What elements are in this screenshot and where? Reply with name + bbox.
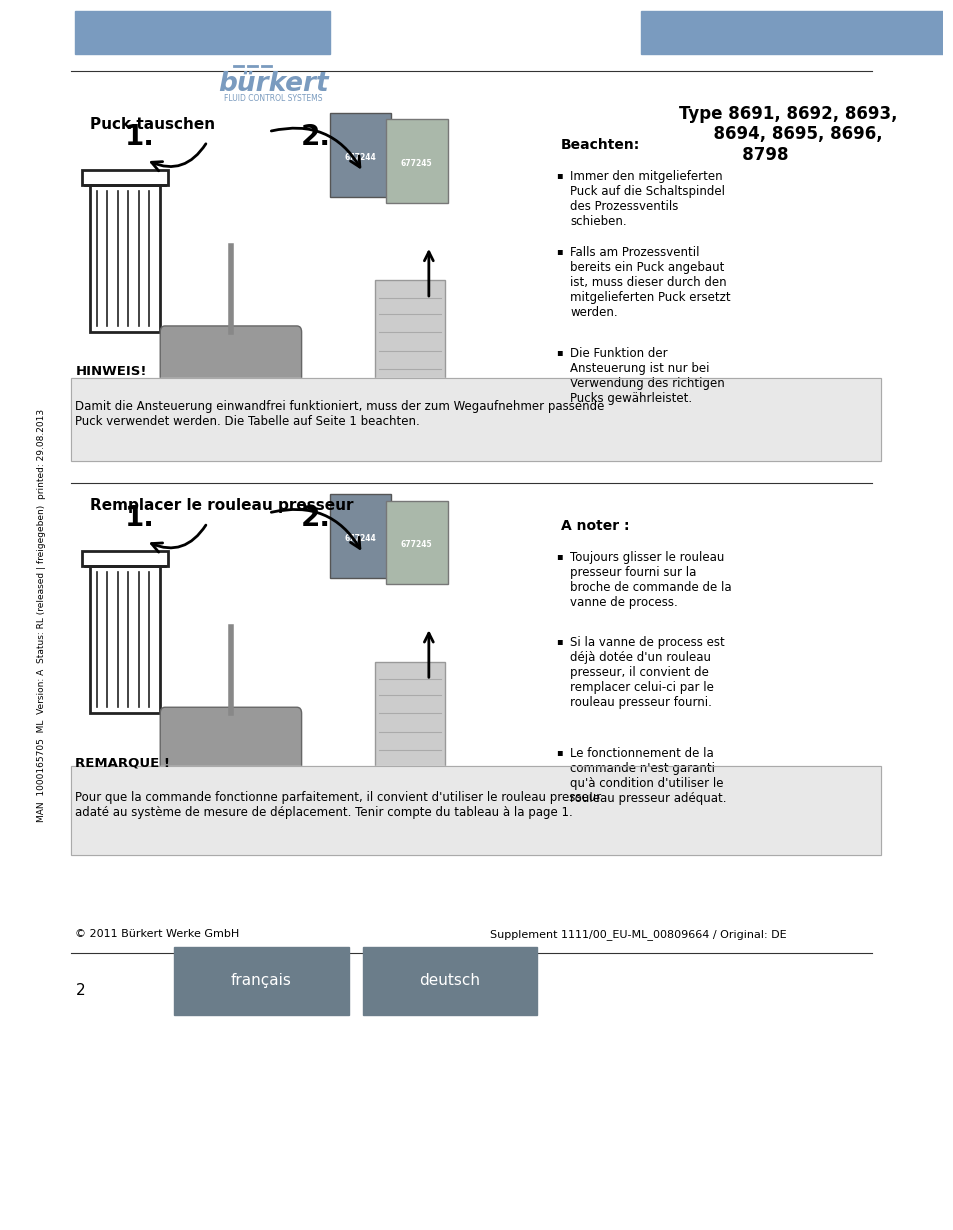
Text: Le fonctionnement de la
commande n'est garanti
qu'à condition d'utiliser le
roul: Le fonctionnement de la commande n'est g…	[570, 747, 726, 804]
Text: 2.: 2.	[300, 123, 331, 151]
FancyArrowPatch shape	[271, 128, 359, 167]
Text: A noter :: A noter :	[560, 519, 629, 533]
FancyBboxPatch shape	[330, 113, 391, 197]
Bar	[71, 766, 881, 855]
FancyBboxPatch shape	[330, 494, 391, 578]
Text: deutsch: deutsch	[418, 973, 479, 989]
Text: MAN  1000165705  ML  Version: A  Status: RL (released | freigegeben)  printed: 2: MAN 1000165705 ML Version: A Status: RL …	[37, 408, 46, 822]
Text: 1.: 1.	[125, 504, 154, 533]
Bar	[75, 11, 330, 54]
Text: ▪: ▪	[556, 747, 562, 756]
Text: français: français	[231, 973, 292, 989]
Text: Immer den mitgelieferten
Puck auf die Schaltspindel
des Prozessventils
schieben.: Immer den mitgelieferten Puck auf die Sc…	[570, 170, 724, 228]
Text: 677245: 677245	[400, 159, 432, 169]
Ellipse shape	[212, 330, 250, 348]
Text: Type 8691, 8692, 8693,
      8694, 8695, 8696,
           8798: Type 8691, 8692, 8693, 8694, 8695, 8696,…	[678, 105, 896, 164]
FancyBboxPatch shape	[160, 326, 301, 455]
Text: bürkert: bürkert	[218, 70, 328, 97]
Text: Si la vanne de process est
déjà dotée d'un rouleau
presseur, il convient de
remp: Si la vanne de process est déjà dotée d'…	[570, 636, 724, 708]
Text: © 2011 Bürkert Werke GmbH: © 2011 Bürkert Werke GmbH	[75, 929, 239, 938]
Text: Damit die Ansteuerung einwandfrei funktioniert, muss der zum Wegaufnehmer passen: Damit die Ansteuerung einwandfrei funkti…	[75, 400, 604, 428]
Text: Remplacer le rouleau presseur: Remplacer le rouleau presseur	[90, 498, 353, 513]
Ellipse shape	[212, 711, 250, 729]
FancyArrowPatch shape	[424, 252, 433, 296]
FancyBboxPatch shape	[386, 119, 447, 203]
Text: 2: 2	[75, 983, 85, 998]
Bar	[174, 947, 349, 1015]
Text: 677245: 677245	[400, 540, 432, 550]
Text: 2.: 2.	[300, 504, 331, 533]
Text: Pour que la commande fonctionne parfaitement, il convient d'utiliser le rouleau : Pour que la commande fonctionne parfaite…	[75, 791, 601, 819]
Text: Supplement 1111/00_EU-ML_00809664 / Original: DE: Supplement 1111/00_EU-ML_00809664 / Orig…	[490, 929, 786, 940]
Bar	[362, 947, 537, 1015]
FancyBboxPatch shape	[160, 707, 301, 836]
FancyArrowPatch shape	[424, 633, 433, 678]
Text: ▪: ▪	[556, 551, 562, 561]
Text: Die Funktion der
Ansteuerung ist nur bei
Verwendung des richtigen
Pucks gewährle: Die Funktion der Ansteuerung ist nur bei…	[570, 347, 724, 405]
Text: 677244: 677244	[344, 534, 375, 544]
Bar	[71, 766, 881, 855]
FancyArrowPatch shape	[152, 144, 206, 171]
FancyArrowPatch shape	[152, 525, 206, 552]
FancyBboxPatch shape	[375, 662, 444, 777]
Text: Toujours glisser le rouleau
presseur fourni sur la
broche de commande de la
vann: Toujours glisser le rouleau presseur fou…	[570, 551, 731, 609]
Text: ▪: ▪	[556, 636, 562, 646]
Text: REMARQUE !: REMARQUE !	[75, 756, 171, 770]
Text: 677244: 677244	[344, 153, 375, 162]
Text: ▪: ▪	[556, 246, 562, 256]
Text: Beachten:: Beachten:	[560, 138, 639, 151]
Text: HINWEIS!: HINWEIS!	[75, 365, 147, 379]
Text: ▪: ▪	[556, 170, 562, 180]
FancyBboxPatch shape	[375, 280, 444, 396]
Bar	[71, 378, 881, 461]
Text: 1.: 1.	[125, 123, 154, 151]
Bar	[71, 378, 881, 461]
Bar	[640, 11, 942, 54]
Text: ▪: ▪	[556, 347, 562, 357]
FancyBboxPatch shape	[386, 501, 447, 584]
FancyArrowPatch shape	[271, 509, 359, 549]
Text: FLUID CONTROL SYSTEMS: FLUID CONTROL SYSTEMS	[224, 93, 322, 103]
Text: Falls am Prozessventil
bereits ein Puck angebaut
ist, muss dieser durch den
mitg: Falls am Prozessventil bereits ein Puck …	[570, 246, 730, 319]
Text: Puck tauschen: Puck tauschen	[90, 117, 214, 132]
